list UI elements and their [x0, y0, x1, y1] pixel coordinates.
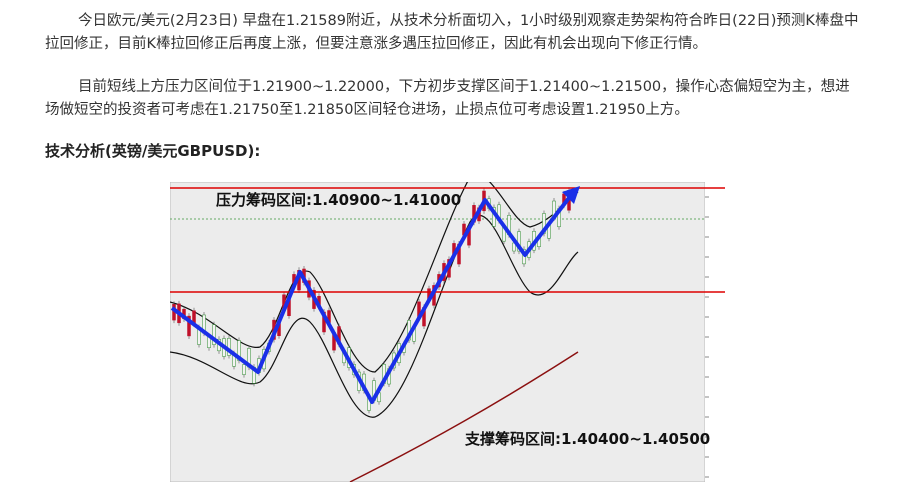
- plot-area: [170, 182, 706, 483]
- price-axis: [705, 182, 725, 490]
- paragraph: 今日欧元/美元(2月23日) 早盘在1.21589附近，从技术分析面切入，1小时…: [45, 13, 859, 52]
- candle-body: [237, 340, 241, 361]
- bollinger-upper: [170, 182, 579, 373]
- candle-body: [212, 324, 216, 345]
- paragraph: 目前短线上方压力区间位于1.21900~1.22000，下方初步支撑区间于1.2…: [45, 79, 850, 118]
- chart-image: 压力筹码区间:1.40900~1.41000 支撑筹码区间:1.40400~1.…: [170, 182, 725, 490]
- moving-average: [349, 351, 579, 483]
- candle-body: [187, 315, 191, 337]
- candle-body: [242, 364, 246, 375]
- trend-arrow: [170, 192, 574, 404]
- arrow-head: [562, 186, 580, 204]
- resistance-label: 压力筹码区间:1.40900~1.41000: [216, 191, 461, 209]
- bollinger-lower: [170, 214, 579, 418]
- time-axis: [170, 482, 705, 490]
- support-label: 支撑筹码区间:1.40400~1.40500: [464, 430, 710, 448]
- axis-ticks: [705, 196, 709, 478]
- section-heading: 技术分析(英镑/美元GBPUSD):: [45, 142, 261, 160]
